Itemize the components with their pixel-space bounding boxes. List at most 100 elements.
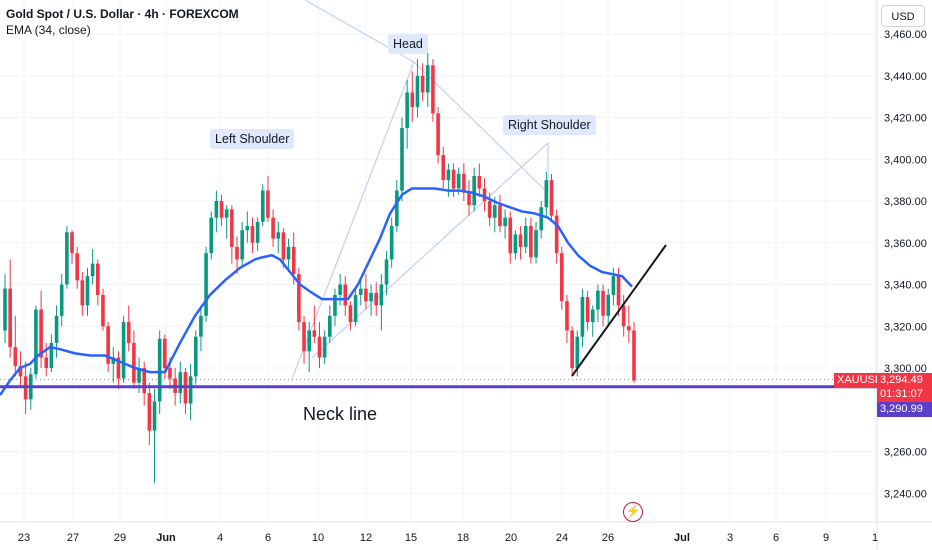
- candle-body: [163, 338, 167, 368]
- x-tick-label: Jun: [156, 532, 176, 544]
- trend-line[interactable]: [571, 244, 667, 377]
- candle-body: [142, 368, 147, 394]
- candle-body: [621, 305, 626, 327]
- grid: [0, 0, 877, 522]
- candle-body: [132, 342, 136, 383]
- candle-body: [240, 230, 244, 260]
- chart-title: Gold Spot / U.S. Dollar · 4h · FOREXCOM: [6, 7, 239, 21]
- candle-body: [333, 294, 337, 316]
- y-tick-label: 3,440.00: [884, 71, 927, 83]
- candle-body: [627, 326, 631, 331]
- candle-body: [276, 232, 281, 239]
- y-tick-label: 3,320.00: [884, 321, 927, 333]
- candle-body: [374, 292, 379, 306]
- candle-body: [395, 190, 399, 227]
- candle-body: [271, 217, 275, 239]
- candle-body: [312, 330, 317, 337]
- y-tick-label: 3,300.00: [884, 363, 927, 375]
- candle-body: [85, 276, 90, 306]
- candle-body: [529, 226, 533, 258]
- candle-body: [590, 309, 595, 323]
- x-tick-label: 18: [457, 532, 469, 544]
- candle-body: [250, 226, 255, 243]
- candle-body: [116, 357, 121, 379]
- candle-body: [70, 232, 74, 254]
- candle-body: [487, 201, 492, 218]
- candle-body: [451, 169, 456, 189]
- x-tick-label: 6: [773, 532, 779, 544]
- candle-body: [369, 292, 373, 302]
- candle-body: [384, 259, 389, 285]
- candle-body: [3, 288, 7, 331]
- candle-body: [245, 226, 250, 231]
- candle-body: [534, 230, 538, 258]
- candle-body: [255, 221, 260, 243]
- countdown-label: 01:31:07: [877, 387, 932, 402]
- candle-body: [436, 113, 440, 156]
- candle-body: [420, 75, 425, 93]
- y-tick-label: 3,240.00: [884, 488, 927, 500]
- candle-body: [307, 330, 311, 352]
- candle-body: [137, 368, 141, 383]
- x-axis: 23 27 29 Jun 4 6 10 12 15 18 20 24 26 Jul 3 6 9 1: [18, 532, 878, 544]
- candle-body: [178, 372, 183, 394]
- candle-body: [297, 274, 301, 323]
- last-price-label: 3,294.49: [877, 373, 932, 388]
- candle-body: [235, 246, 239, 260]
- x-tick-label: 9: [823, 532, 829, 544]
- candle-body: [503, 217, 507, 227]
- candle-body: [518, 234, 523, 247]
- candle-body: [446, 169, 451, 181]
- candle-body: [281, 232, 286, 260]
- candle-body: [606, 294, 611, 316]
- candle-body: [157, 338, 162, 402]
- candle-body: [101, 294, 105, 327]
- candle-body: [286, 246, 291, 260]
- y-axis: 3,460.00 3,440.00 3,420.00 3,400.00 3,380.00…: [884, 29, 927, 500]
- candle-body: [44, 357, 49, 368]
- y-tick-label: 3,340.00: [884, 280, 927, 292]
- candle-body: [322, 336, 327, 358]
- candle-body: [193, 336, 198, 377]
- pattern-outline[interactable]: [304, 0, 549, 359]
- candle-body: [585, 297, 590, 323]
- symbol-label: Gold Spot / U.S. Dollar · 4h · FOREXCOM: [6, 7, 239, 21]
- candle-body: [65, 232, 69, 285]
- left-shoulder-annotation[interactable]: Left Shoulder: [210, 129, 295, 149]
- candle-body: [106, 326, 110, 364]
- y-tick-label: 3,400.00: [884, 154, 927, 166]
- candle-body: [214, 201, 219, 218]
- neck-line-label: Neck line: [303, 404, 378, 424]
- candle-body: [596, 290, 600, 310]
- y-tick-label: 3,460.00: [884, 29, 927, 41]
- candle-body: [13, 347, 18, 366]
- candle-body: [410, 92, 415, 108]
- x-tick-label: Jul: [674, 532, 690, 544]
- candle-body: [353, 294, 358, 323]
- candle-body: [482, 188, 487, 201]
- candle-body: [405, 92, 409, 128]
- candle-body: [523, 226, 528, 247]
- head-annotation[interactable]: Head: [388, 34, 428, 54]
- candle-body: [565, 301, 569, 331]
- candle-body: [95, 263, 100, 295]
- x-tick-label: 15: [405, 532, 417, 544]
- candle-body: [560, 253, 564, 302]
- x-tick-label: 27: [67, 532, 79, 544]
- candle-body: [539, 207, 544, 231]
- lightning-icon[interactable]: ⚡: [623, 502, 643, 522]
- right-shoulder-annotation[interactable]: Right Shoulder: [503, 115, 596, 135]
- candle-body: [570, 330, 574, 368]
- currency-button[interactable]: USD: [881, 5, 925, 27]
- candle-body: [291, 246, 296, 275]
- candle-body: [580, 297, 585, 337]
- candle-body: [513, 234, 518, 254]
- candle-body: [219, 201, 224, 218]
- x-tick-label: 10: [312, 532, 324, 544]
- candle-body: [611, 276, 616, 295]
- candle-body: [8, 288, 12, 348]
- candle-body: [111, 357, 116, 364]
- x-tick-label: 4: [217, 532, 223, 544]
- candle-body: [425, 65, 430, 93]
